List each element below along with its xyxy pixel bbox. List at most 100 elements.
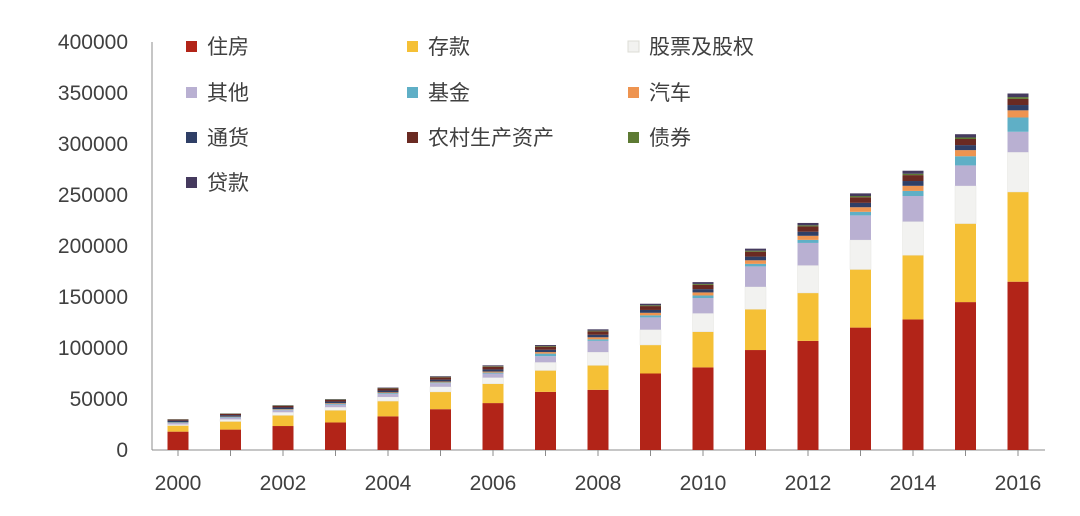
bar-segment — [429, 386, 452, 393]
bar-segment — [325, 410, 346, 423]
bar-segment — [220, 415, 241, 417]
bar-segment — [535, 352, 556, 354]
bar-segment — [272, 415, 294, 427]
legend-item: 住房 — [186, 35, 249, 59]
bar-segment — [902, 196, 924, 222]
bar-segment — [640, 317, 661, 330]
legend-swatch — [628, 87, 639, 98]
bar-segment — [797, 239, 819, 243]
bar-segment — [587, 351, 609, 366]
bar-segment — [430, 376, 451, 378]
bar-segment — [955, 223, 976, 303]
bar-segment — [587, 365, 609, 390]
bar-segment — [640, 315, 661, 318]
bar-segment — [797, 222, 819, 226]
legend-swatch — [186, 132, 197, 143]
bar-segment — [482, 366, 504, 367]
bar-segment — [640, 373, 661, 450]
bar-segment — [955, 156, 976, 166]
bar-segment — [482, 377, 504, 384]
bar-segment — [272, 407, 294, 410]
bar-segment — [955, 137, 976, 140]
y-tick-label: 0 — [116, 439, 128, 462]
bar-segment — [692, 284, 714, 290]
bar-segment — [535, 391, 556, 450]
bar-stack-2002 — [272, 405, 294, 450]
bar-stack-2016 — [1007, 93, 1029, 450]
bar-segment — [850, 269, 871, 328]
y-tick-label: 350000 — [58, 82, 128, 105]
bar-segment — [640, 309, 661, 313]
bar-segment — [482, 369, 504, 372]
bar-segment — [325, 401, 346, 404]
bar-stack-2010 — [692, 282, 714, 450]
x-tick-label: 2002 — [260, 472, 307, 495]
bar-segment — [850, 211, 871, 216]
bar-segment — [640, 306, 661, 310]
legend-label: 股票及股权 — [649, 35, 754, 59]
bar-segment — [744, 286, 767, 310]
bar-segment — [377, 387, 399, 389]
bar-segment — [430, 379, 451, 382]
bar-segment — [902, 175, 924, 182]
legend-item: 农村生产资产 — [407, 126, 554, 150]
legend-swatch — [186, 87, 197, 98]
bar-segment — [1007, 131, 1029, 153]
bar-segment — [902, 170, 924, 174]
bar-segment — [797, 265, 819, 294]
bars — [167, 93, 1029, 450]
y-tick-label: 300000 — [58, 133, 128, 156]
bar-segment — [377, 393, 399, 394]
bar-segment — [587, 334, 609, 338]
bar-stack-2011 — [744, 248, 767, 450]
bar-segment — [272, 409, 294, 411]
bar-segment — [797, 340, 819, 450]
bar-segment — [587, 331, 609, 335]
bar-segment — [325, 403, 346, 405]
bar-segment — [640, 344, 661, 374]
bar-segment — [850, 193, 871, 197]
bar-segment — [1007, 98, 1029, 106]
bar-segment — [1007, 191, 1029, 282]
x-tick-label: 2014 — [890, 472, 937, 495]
y-tick-label: 150000 — [58, 286, 128, 309]
bar-stack-2009 — [639, 303, 662, 450]
bar-segment — [1007, 117, 1029, 132]
bar-segment — [797, 231, 819, 236]
legend-swatch — [628, 132, 639, 143]
legend-item: 汽车 — [628, 81, 691, 105]
y-tick-label: 50000 — [70, 388, 128, 411]
bar-segment — [1007, 281, 1029, 450]
bar-segment — [272, 412, 294, 416]
bar-segment — [955, 134, 976, 138]
x-tick-label: 2000 — [155, 472, 202, 495]
bar-segment — [1007, 105, 1029, 111]
bar-segment — [167, 420, 189, 423]
bar-segment — [482, 371, 504, 373]
bar-segment — [745, 350, 766, 450]
bar-segment — [377, 388, 399, 391]
bar-stack-2013 — [849, 193, 872, 450]
bar-segment — [587, 339, 609, 341]
bar-segment — [745, 250, 766, 252]
bar-segment — [219, 419, 242, 422]
bar-segment — [167, 424, 189, 426]
bar-segment — [482, 366, 504, 370]
bar-stack-2012 — [797, 222, 819, 450]
x-tick-label: 2006 — [470, 472, 517, 495]
bar-segment — [850, 196, 871, 198]
bar-segment — [325, 422, 346, 450]
bar-segment — [745, 266, 766, 287]
bar-segment — [745, 256, 766, 261]
bar-segment — [955, 302, 976, 450]
legend-label: 汽车 — [649, 81, 691, 105]
bar-segment — [430, 377, 451, 380]
bar-segment — [902, 190, 924, 197]
bar-segment — [745, 251, 766, 257]
bar-segment — [692, 298, 714, 314]
bar-segment — [797, 292, 819, 341]
bar-segment — [745, 309, 766, 351]
bar-segment — [220, 421, 241, 430]
bar-segment — [482, 383, 504, 404]
